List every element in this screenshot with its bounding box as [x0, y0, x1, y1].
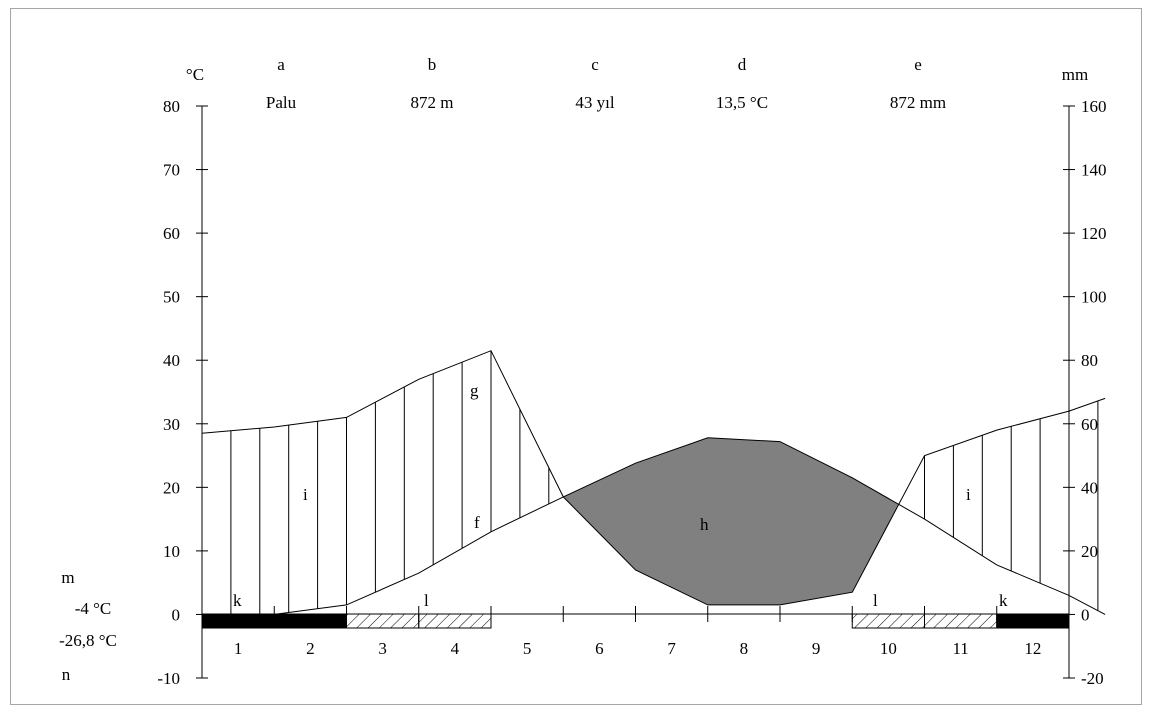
label-l-right: l — [873, 591, 878, 610]
right-y-tick-label: 40 — [1081, 478, 1098, 497]
header-letter-e: e — [914, 55, 922, 74]
frost-month-solid — [201, 613, 275, 629]
frost-month-solid — [273, 613, 347, 629]
station-name: Palu — [266, 93, 297, 112]
right-y-tick-label: 160 — [1081, 97, 1107, 116]
right-y-tick-label: 60 — [1081, 415, 1098, 434]
x-tick-label: 4 — [451, 639, 460, 658]
frost-month-hatched — [418, 613, 492, 629]
left-y-tick-label: 30 — [163, 415, 180, 434]
x-tick-label: 5 — [523, 639, 532, 658]
x-tick-label: 3 — [378, 639, 387, 658]
left-y-tick-label: 20 — [163, 478, 180, 497]
right-y-tick-label: 0 — [1081, 605, 1090, 624]
observation-years: 43 yıl — [575, 93, 614, 112]
right-y-tick-label: 120 — [1081, 224, 1107, 243]
left-axis-unit: °C — [186, 65, 204, 84]
right-y-tick-label: 140 — [1081, 161, 1107, 180]
label-k-right: k — [999, 591, 1008, 610]
x-tick-label: 6 — [595, 639, 604, 658]
x-tick-label: 8 — [740, 639, 749, 658]
right-y-tick-label: 20 — [1081, 542, 1098, 561]
label-f: f — [474, 513, 480, 532]
x-tick-label: 10 — [880, 639, 897, 658]
frost-month-solid — [996, 613, 1070, 629]
label-h: h — [700, 515, 709, 534]
left-y-tick-label: 50 — [163, 288, 180, 307]
x-tick-label: 1 — [234, 639, 243, 658]
header-letter-a: a — [277, 55, 285, 74]
left-y-tick-label: 70 — [163, 161, 180, 180]
x-tick-label: 12 — [1024, 639, 1041, 658]
right-y-tick-label: -20 — [1081, 669, 1104, 688]
chart-frame — [10, 8, 1142, 705]
right-axis-unit: mm — [1062, 65, 1088, 84]
side-label-n: n — [62, 665, 71, 684]
precipitation-line — [201, 350, 1106, 606]
frost-month-hatched — [924, 613, 998, 629]
right-y-tick-label: 80 — [1081, 351, 1098, 370]
left-y-tick-label: 80 — [163, 97, 180, 116]
station-elevation: 872 m — [411, 93, 454, 112]
left-y-tick-label: -10 — [157, 669, 180, 688]
left-y-tick-label: 60 — [163, 224, 180, 243]
x-tick-label: 7 — [667, 639, 676, 658]
mean-temperature: 13,5 °C — [716, 93, 768, 112]
left-y-tick-label: 40 — [163, 351, 180, 370]
humid-period-area-0 — [564, 437, 899, 605]
header-letter-b: b — [428, 55, 437, 74]
frost-month-hatched — [346, 613, 420, 629]
frost-month-hatched — [851, 613, 925, 629]
label-l-left: l — [424, 591, 429, 610]
header-letter-d: d — [738, 55, 747, 74]
absolute-minimum-temp: -26,8 °C — [59, 631, 117, 650]
side-label-m: m — [61, 568, 74, 587]
annual-precipitation: 872 mm — [890, 93, 946, 112]
header-letter-c: c — [591, 55, 599, 74]
label-i-left: i — [303, 485, 308, 504]
left-y-tick-label: 10 — [163, 542, 180, 561]
mean-minimum-temp: -4 °C — [75, 599, 112, 618]
left-y-tick-label: 0 — [172, 605, 181, 624]
label-i-right: i — [966, 485, 971, 504]
temperature-line — [238, 437, 1106, 615]
x-tick-label: 9 — [812, 639, 821, 658]
label-k-left: k — [233, 591, 242, 610]
label-g: g — [470, 381, 479, 400]
x-tick-label: 2 — [306, 639, 315, 658]
x-tick-label: 11 — [952, 639, 968, 658]
right-y-tick-label: 100 — [1081, 288, 1107, 307]
